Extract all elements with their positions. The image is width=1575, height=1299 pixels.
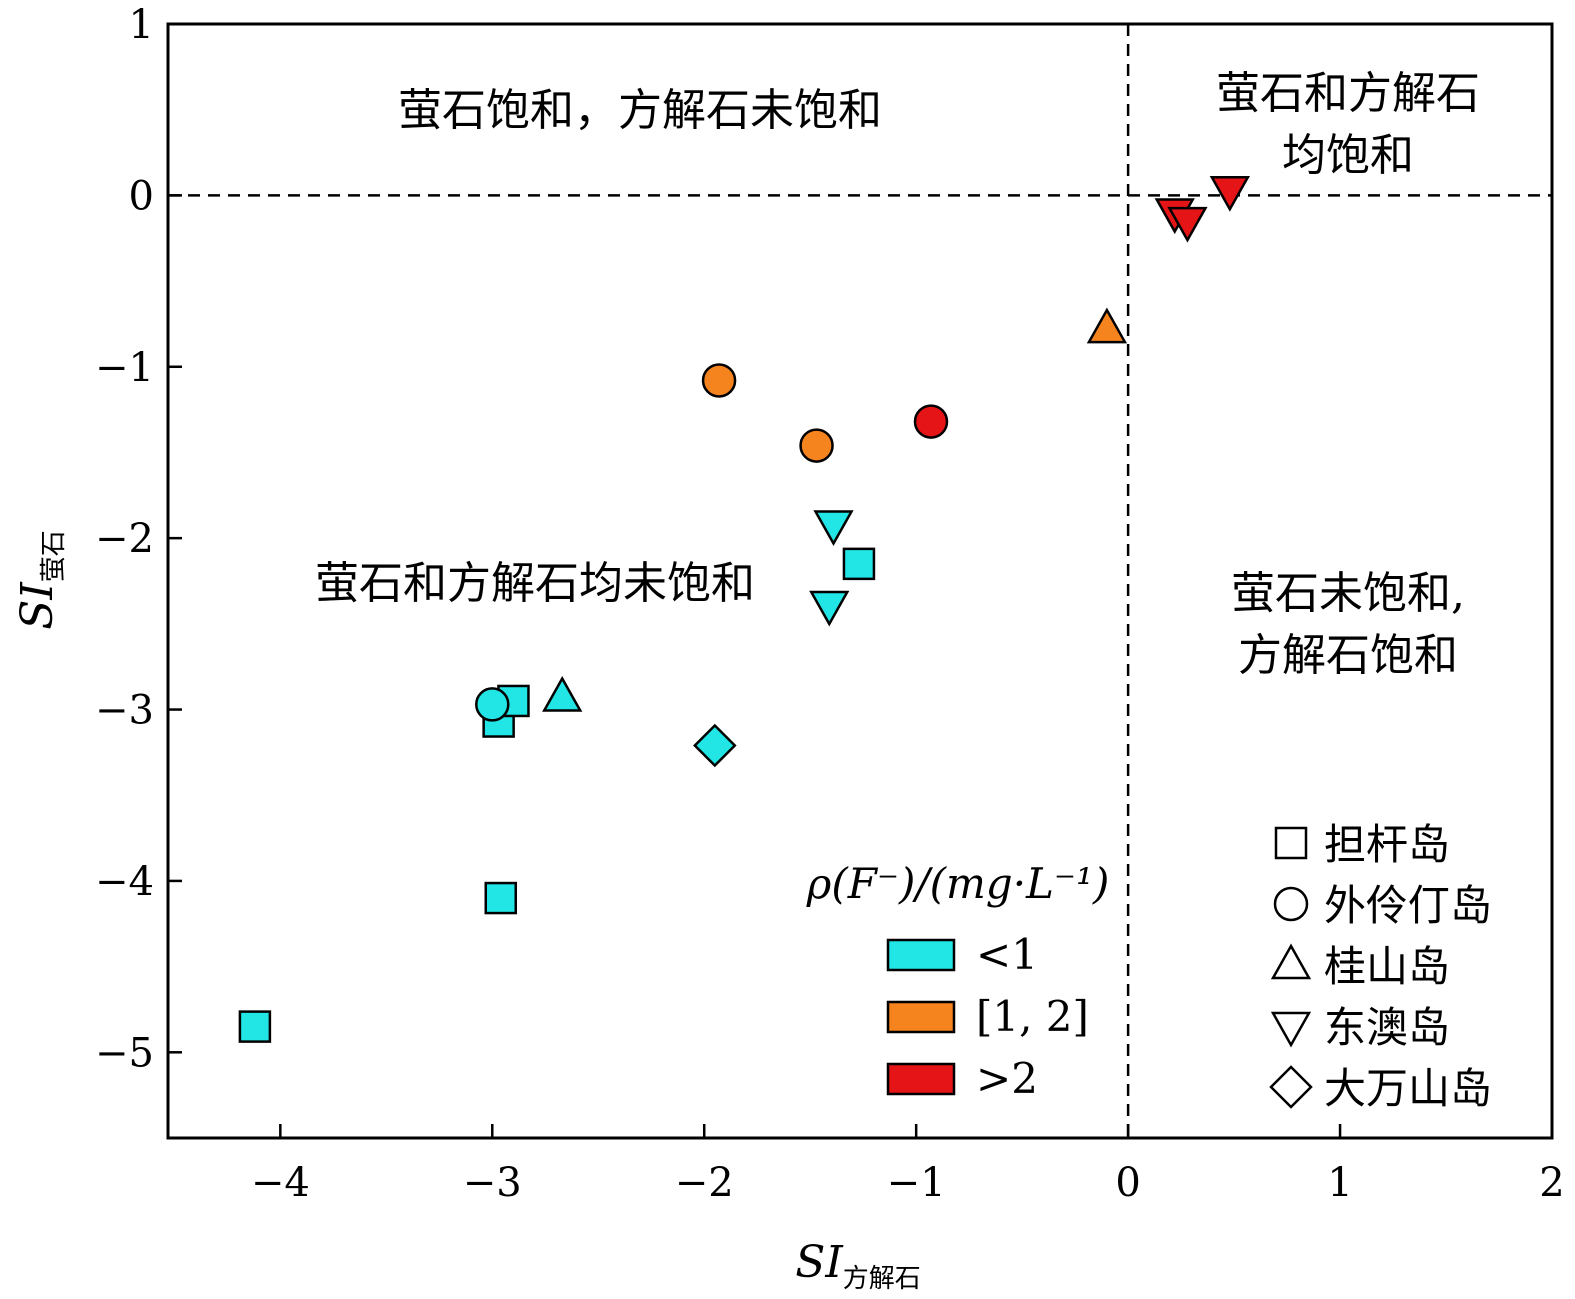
- data-point: [913, 404, 949, 439]
- data-point: [813, 510, 854, 546]
- shape-legend-label: 大万山岛: [1324, 1064, 1492, 1113]
- x-tick-label: −1: [887, 1160, 946, 1206]
- y-tick-label: 0: [129, 173, 154, 219]
- data-point: [842, 547, 876, 581]
- data-point: [701, 363, 737, 398]
- y-axis-label: SI萤石: [12, 530, 69, 630]
- color-legend-swatch: [886, 938, 956, 972]
- x-tick-label: 0: [1115, 1160, 1140, 1206]
- data-point: [475, 687, 510, 722]
- shape-legend-marker: [1269, 1065, 1313, 1109]
- data-point: [484, 881, 518, 915]
- shape-legend-label: 担杆岛: [1324, 820, 1450, 869]
- y-tick-label: −5: [95, 1030, 154, 1076]
- x-tick-label: 2: [1539, 1160, 1564, 1206]
- y-tick-label: 1: [129, 2, 154, 48]
- x-tick-label: −4: [251, 1160, 310, 1206]
- region-label: 萤石和方解石均饱和: [1216, 68, 1480, 181]
- y-tick-label: −2: [95, 516, 154, 562]
- data-point: [1086, 307, 1128, 344]
- shape-legend-marker: [1274, 826, 1308, 860]
- y-tick-label: −3: [95, 688, 154, 734]
- color-legend-label: >2: [976, 1054, 1038, 1103]
- color-legend-label: [1, 2]: [976, 992, 1089, 1041]
- color-legend-label: <1: [976, 930, 1038, 979]
- data-point: [693, 723, 737, 768]
- color-legend-swatch: [886, 1062, 956, 1096]
- data-point: [799, 428, 834, 463]
- shape-legend-marker: [1270, 1011, 1312, 1048]
- x-tick-label: −2: [675, 1160, 734, 1206]
- shape-legend-label: 桂山岛: [1324, 942, 1450, 991]
- x-axis-label: SI方解石: [795, 1237, 921, 1294]
- shape-legend-label: 外伶仃岛: [1324, 881, 1492, 930]
- y-tick-label: −4: [95, 859, 154, 905]
- region-label: 萤石和方解石均未饱和: [315, 558, 755, 609]
- y-tick-label: −1: [95, 345, 154, 391]
- color-legend-title: ρ(F⁻)/(mg·L⁻¹): [806, 859, 1110, 908]
- data-point: [542, 675, 583, 712]
- shape-legend-label: 东澳岛: [1324, 1003, 1450, 1052]
- data-point: [238, 1010, 272, 1043]
- region-label: 萤石未饱和,方解石饱和: [1231, 568, 1465, 681]
- x-tick-label: 1: [1327, 1160, 1352, 1206]
- color-legend-swatch: [886, 1000, 956, 1034]
- data-point: [1167, 206, 1208, 243]
- data-point: [1209, 175, 1250, 212]
- region-label: 萤石饱和，方解石未饱和: [398, 85, 882, 136]
- x-tick-label: −3: [463, 1160, 522, 1206]
- shape-legend-marker: [1270, 943, 1312, 980]
- plot-frame: [166, 22, 1554, 1140]
- shape-legend-marker: [1273, 886, 1309, 922]
- data-point: [809, 590, 850, 627]
